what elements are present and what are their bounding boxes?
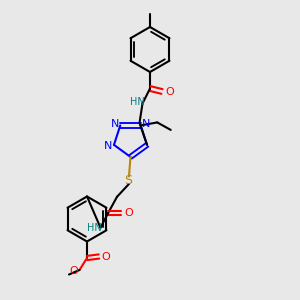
Text: HN: HN xyxy=(130,97,145,107)
Text: N: N xyxy=(104,141,113,152)
Text: O: O xyxy=(165,86,174,97)
Text: O: O xyxy=(124,208,133,218)
Text: O: O xyxy=(70,266,79,276)
Text: N: N xyxy=(111,119,119,129)
Text: N: N xyxy=(142,119,150,129)
Text: HN: HN xyxy=(87,223,102,233)
Text: O: O xyxy=(101,251,110,262)
Text: S: S xyxy=(124,174,132,188)
